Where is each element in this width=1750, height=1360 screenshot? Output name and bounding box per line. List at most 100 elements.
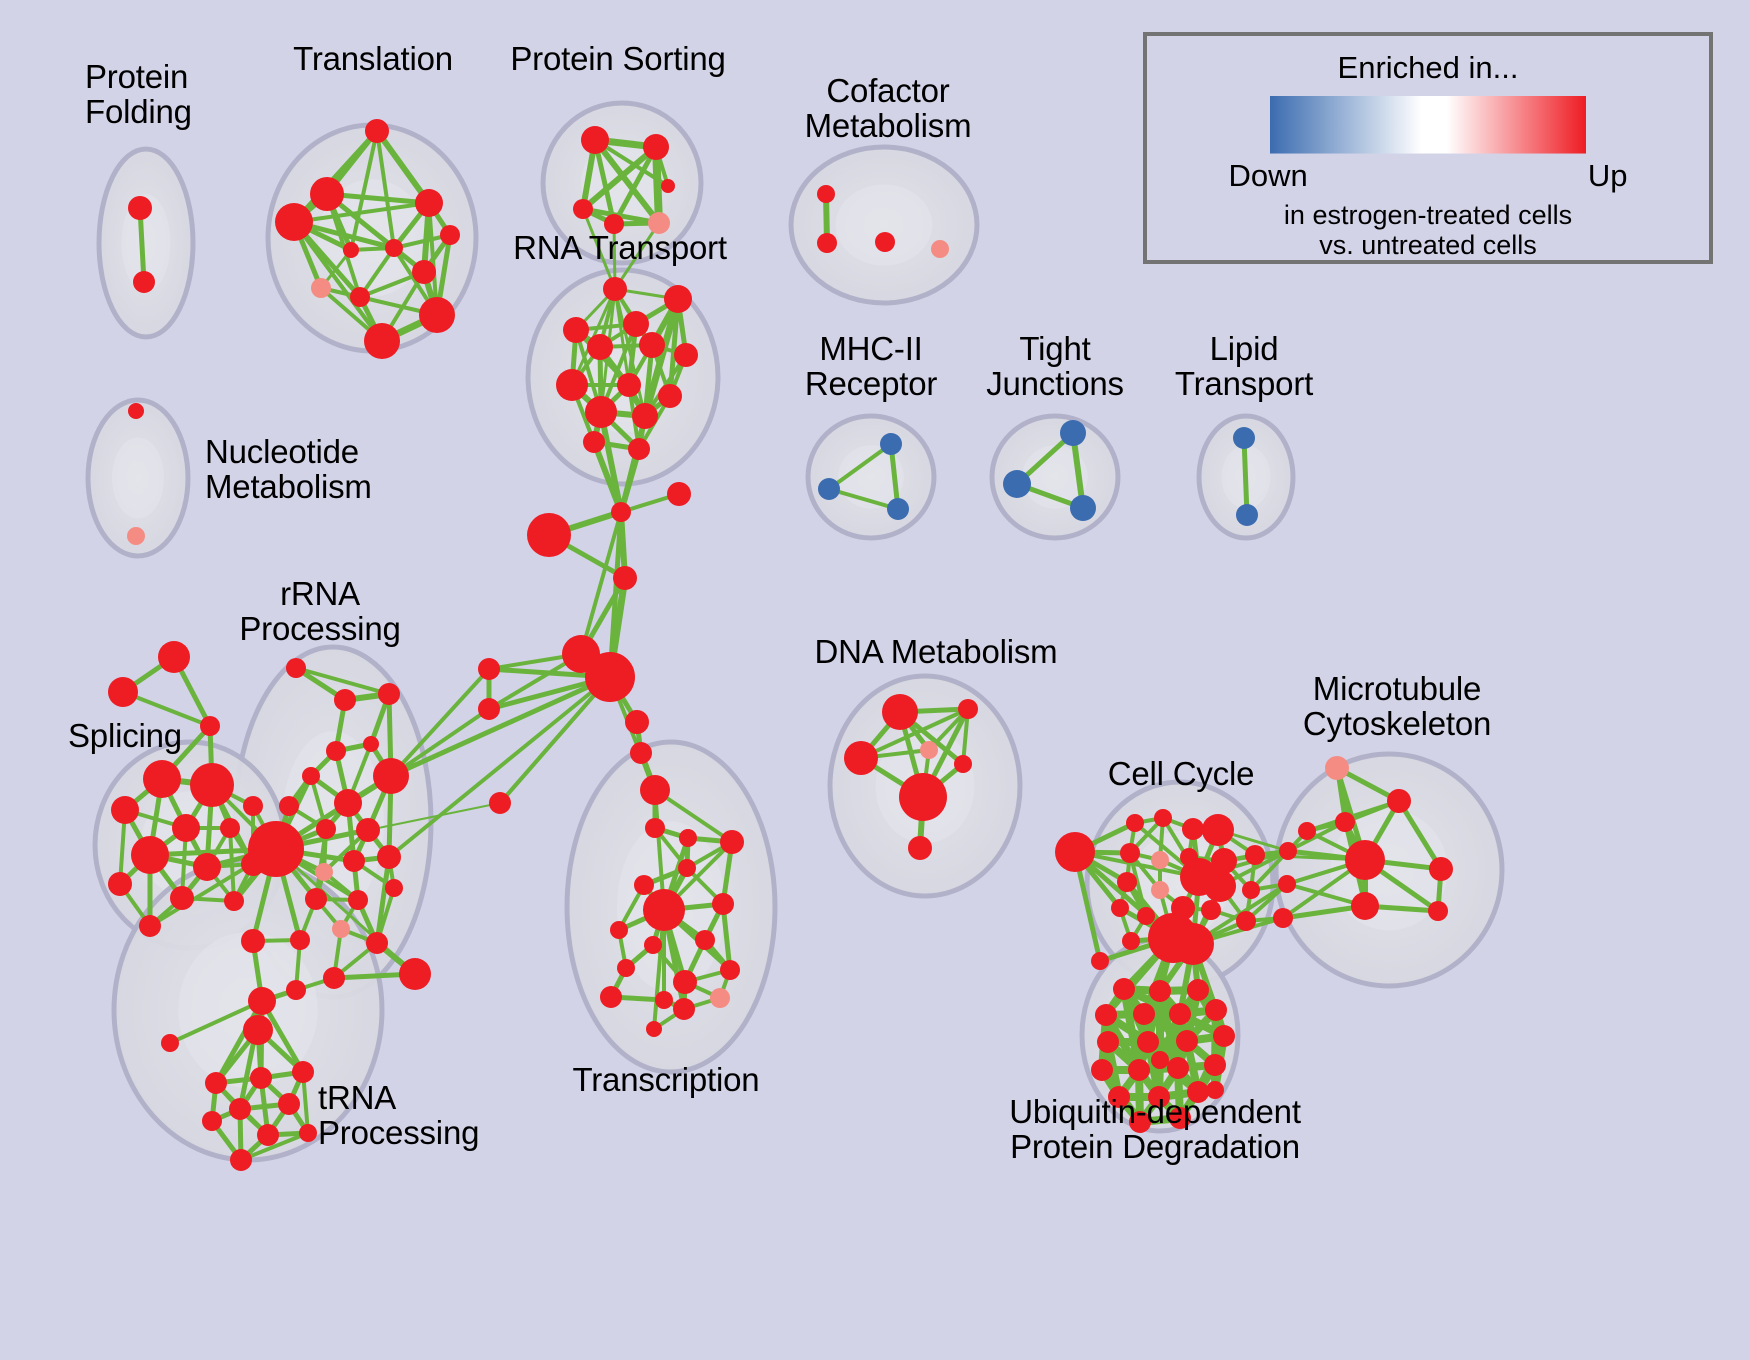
network-node[interactable] <box>373 758 409 794</box>
network-node[interactable] <box>243 796 263 816</box>
cluster-ellipse-protein_folding[interactable] <box>96 146 196 340</box>
network-node[interactable] <box>673 970 697 994</box>
network-node[interactable] <box>880 433 902 455</box>
network-node[interactable] <box>720 960 740 980</box>
network-node[interactable] <box>664 285 692 313</box>
network-node[interactable] <box>440 225 460 245</box>
network-node[interactable] <box>604 214 624 234</box>
network-node[interactable] <box>1095 1004 1117 1026</box>
network-node[interactable] <box>710 988 730 1008</box>
network-node[interactable] <box>364 323 400 359</box>
network-node[interactable] <box>644 936 662 954</box>
network-node[interactable] <box>279 796 299 816</box>
network-node[interactable] <box>1298 822 1316 840</box>
network-node[interactable] <box>366 932 388 954</box>
network-node[interactable] <box>378 683 400 705</box>
network-node[interactable] <box>131 836 169 874</box>
network-node[interactable] <box>1151 1051 1169 1069</box>
network-node[interactable] <box>193 853 221 881</box>
network-node[interactable] <box>1351 892 1379 920</box>
network-node[interactable] <box>712 893 734 915</box>
network-node[interactable] <box>286 658 306 678</box>
network-node[interactable] <box>1148 1086 1170 1108</box>
network-node[interactable] <box>363 736 379 752</box>
network-node[interactable] <box>1236 504 1258 526</box>
network-node[interactable] <box>1335 812 1355 832</box>
network-node[interactable] <box>1070 495 1096 521</box>
cluster-ellipse-nucleotide_metabolism[interactable] <box>85 397 191 559</box>
network-node[interactable] <box>133 271 155 293</box>
network-node[interactable] <box>673 998 695 1020</box>
network-node[interactable] <box>128 196 152 220</box>
network-node[interactable] <box>348 890 368 910</box>
network-node[interactable] <box>399 958 431 990</box>
network-node[interactable] <box>720 830 744 854</box>
network-node[interactable] <box>248 987 276 1015</box>
network-node[interactable] <box>343 242 359 258</box>
network-node[interactable] <box>1151 851 1169 869</box>
network-node[interactable] <box>478 658 500 680</box>
network-node[interactable] <box>365 119 389 143</box>
network-node[interactable] <box>1429 857 1453 881</box>
network-node[interactable] <box>583 431 605 453</box>
network-node[interactable] <box>958 699 978 719</box>
network-node[interactable] <box>323 967 345 989</box>
network-node[interactable] <box>385 239 403 257</box>
network-node[interactable] <box>1055 832 1095 872</box>
network-node[interactable] <box>1133 1003 1155 1025</box>
network-node[interactable] <box>127 527 145 545</box>
network-node[interactable] <box>1182 818 1204 840</box>
network-node[interactable] <box>1167 1057 1189 1079</box>
network-node[interactable] <box>1387 789 1411 813</box>
network-node[interactable] <box>1279 842 1297 860</box>
network-node[interactable] <box>1149 980 1171 1002</box>
network-node[interactable] <box>1278 875 1296 893</box>
network-node[interactable] <box>1325 756 1349 780</box>
network-node[interactable] <box>817 233 837 253</box>
network-node[interactable] <box>1003 470 1031 498</box>
network-node[interactable] <box>1345 840 1385 880</box>
network-node[interactable] <box>648 212 670 234</box>
network-node[interactable] <box>1128 1059 1150 1081</box>
network-node[interactable] <box>1213 1025 1235 1047</box>
network-node[interactable] <box>108 872 132 896</box>
network-node[interactable] <box>527 513 571 557</box>
network-node[interactable] <box>1137 1031 1159 1053</box>
network-node[interactable] <box>200 716 220 736</box>
network-node[interactable] <box>585 396 617 428</box>
network-node[interactable] <box>1172 923 1214 965</box>
network-node[interactable] <box>350 287 370 307</box>
network-node[interactable] <box>1129 1111 1151 1133</box>
network-node[interactable] <box>257 1124 279 1146</box>
network-node[interactable] <box>628 438 650 460</box>
network-node[interactable] <box>1201 900 1221 920</box>
network-node[interactable] <box>158 641 190 673</box>
network-node[interactable] <box>632 403 658 429</box>
network-node[interactable] <box>1113 978 1135 1000</box>
network-node[interactable] <box>412 260 436 284</box>
network-node[interactable] <box>229 1098 251 1120</box>
network-node[interactable] <box>931 240 949 258</box>
network-node[interactable] <box>275 203 313 241</box>
network-node[interactable] <box>286 980 306 1000</box>
network-node[interactable] <box>1091 952 1109 970</box>
network-node[interactable] <box>1204 1054 1226 1076</box>
network-node[interactable] <box>639 332 665 358</box>
network-node[interactable] <box>334 689 356 711</box>
network-node[interactable] <box>377 845 401 869</box>
network-node[interactable] <box>111 796 139 824</box>
network-node[interactable] <box>611 502 631 522</box>
network-node[interactable] <box>674 343 698 367</box>
network-node[interactable] <box>678 859 696 877</box>
network-node[interactable] <box>305 888 327 910</box>
network-node[interactable] <box>1211 848 1237 874</box>
network-node[interactable] <box>646 1021 662 1037</box>
network-node[interactable] <box>610 921 628 939</box>
network-node[interactable] <box>385 879 403 897</box>
network-node[interactable] <box>587 334 613 360</box>
network-node[interactable] <box>343 850 365 872</box>
network-node[interactable] <box>248 821 304 877</box>
network-node[interactable] <box>1187 1081 1209 1103</box>
network-node[interactable] <box>356 818 380 842</box>
network-node[interactable] <box>1428 901 1448 921</box>
